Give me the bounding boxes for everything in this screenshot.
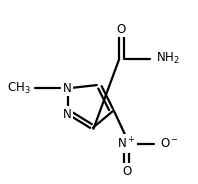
Text: O: O	[116, 23, 126, 36]
Text: N: N	[63, 108, 72, 121]
Text: O: O	[122, 165, 131, 178]
Text: N: N	[63, 82, 72, 95]
Text: O$^-$: O$^-$	[160, 137, 179, 150]
Text: CH$_3$: CH$_3$	[7, 81, 31, 96]
Text: N$^+$: N$^+$	[117, 136, 136, 151]
Text: NH$_2$: NH$_2$	[156, 51, 180, 66]
